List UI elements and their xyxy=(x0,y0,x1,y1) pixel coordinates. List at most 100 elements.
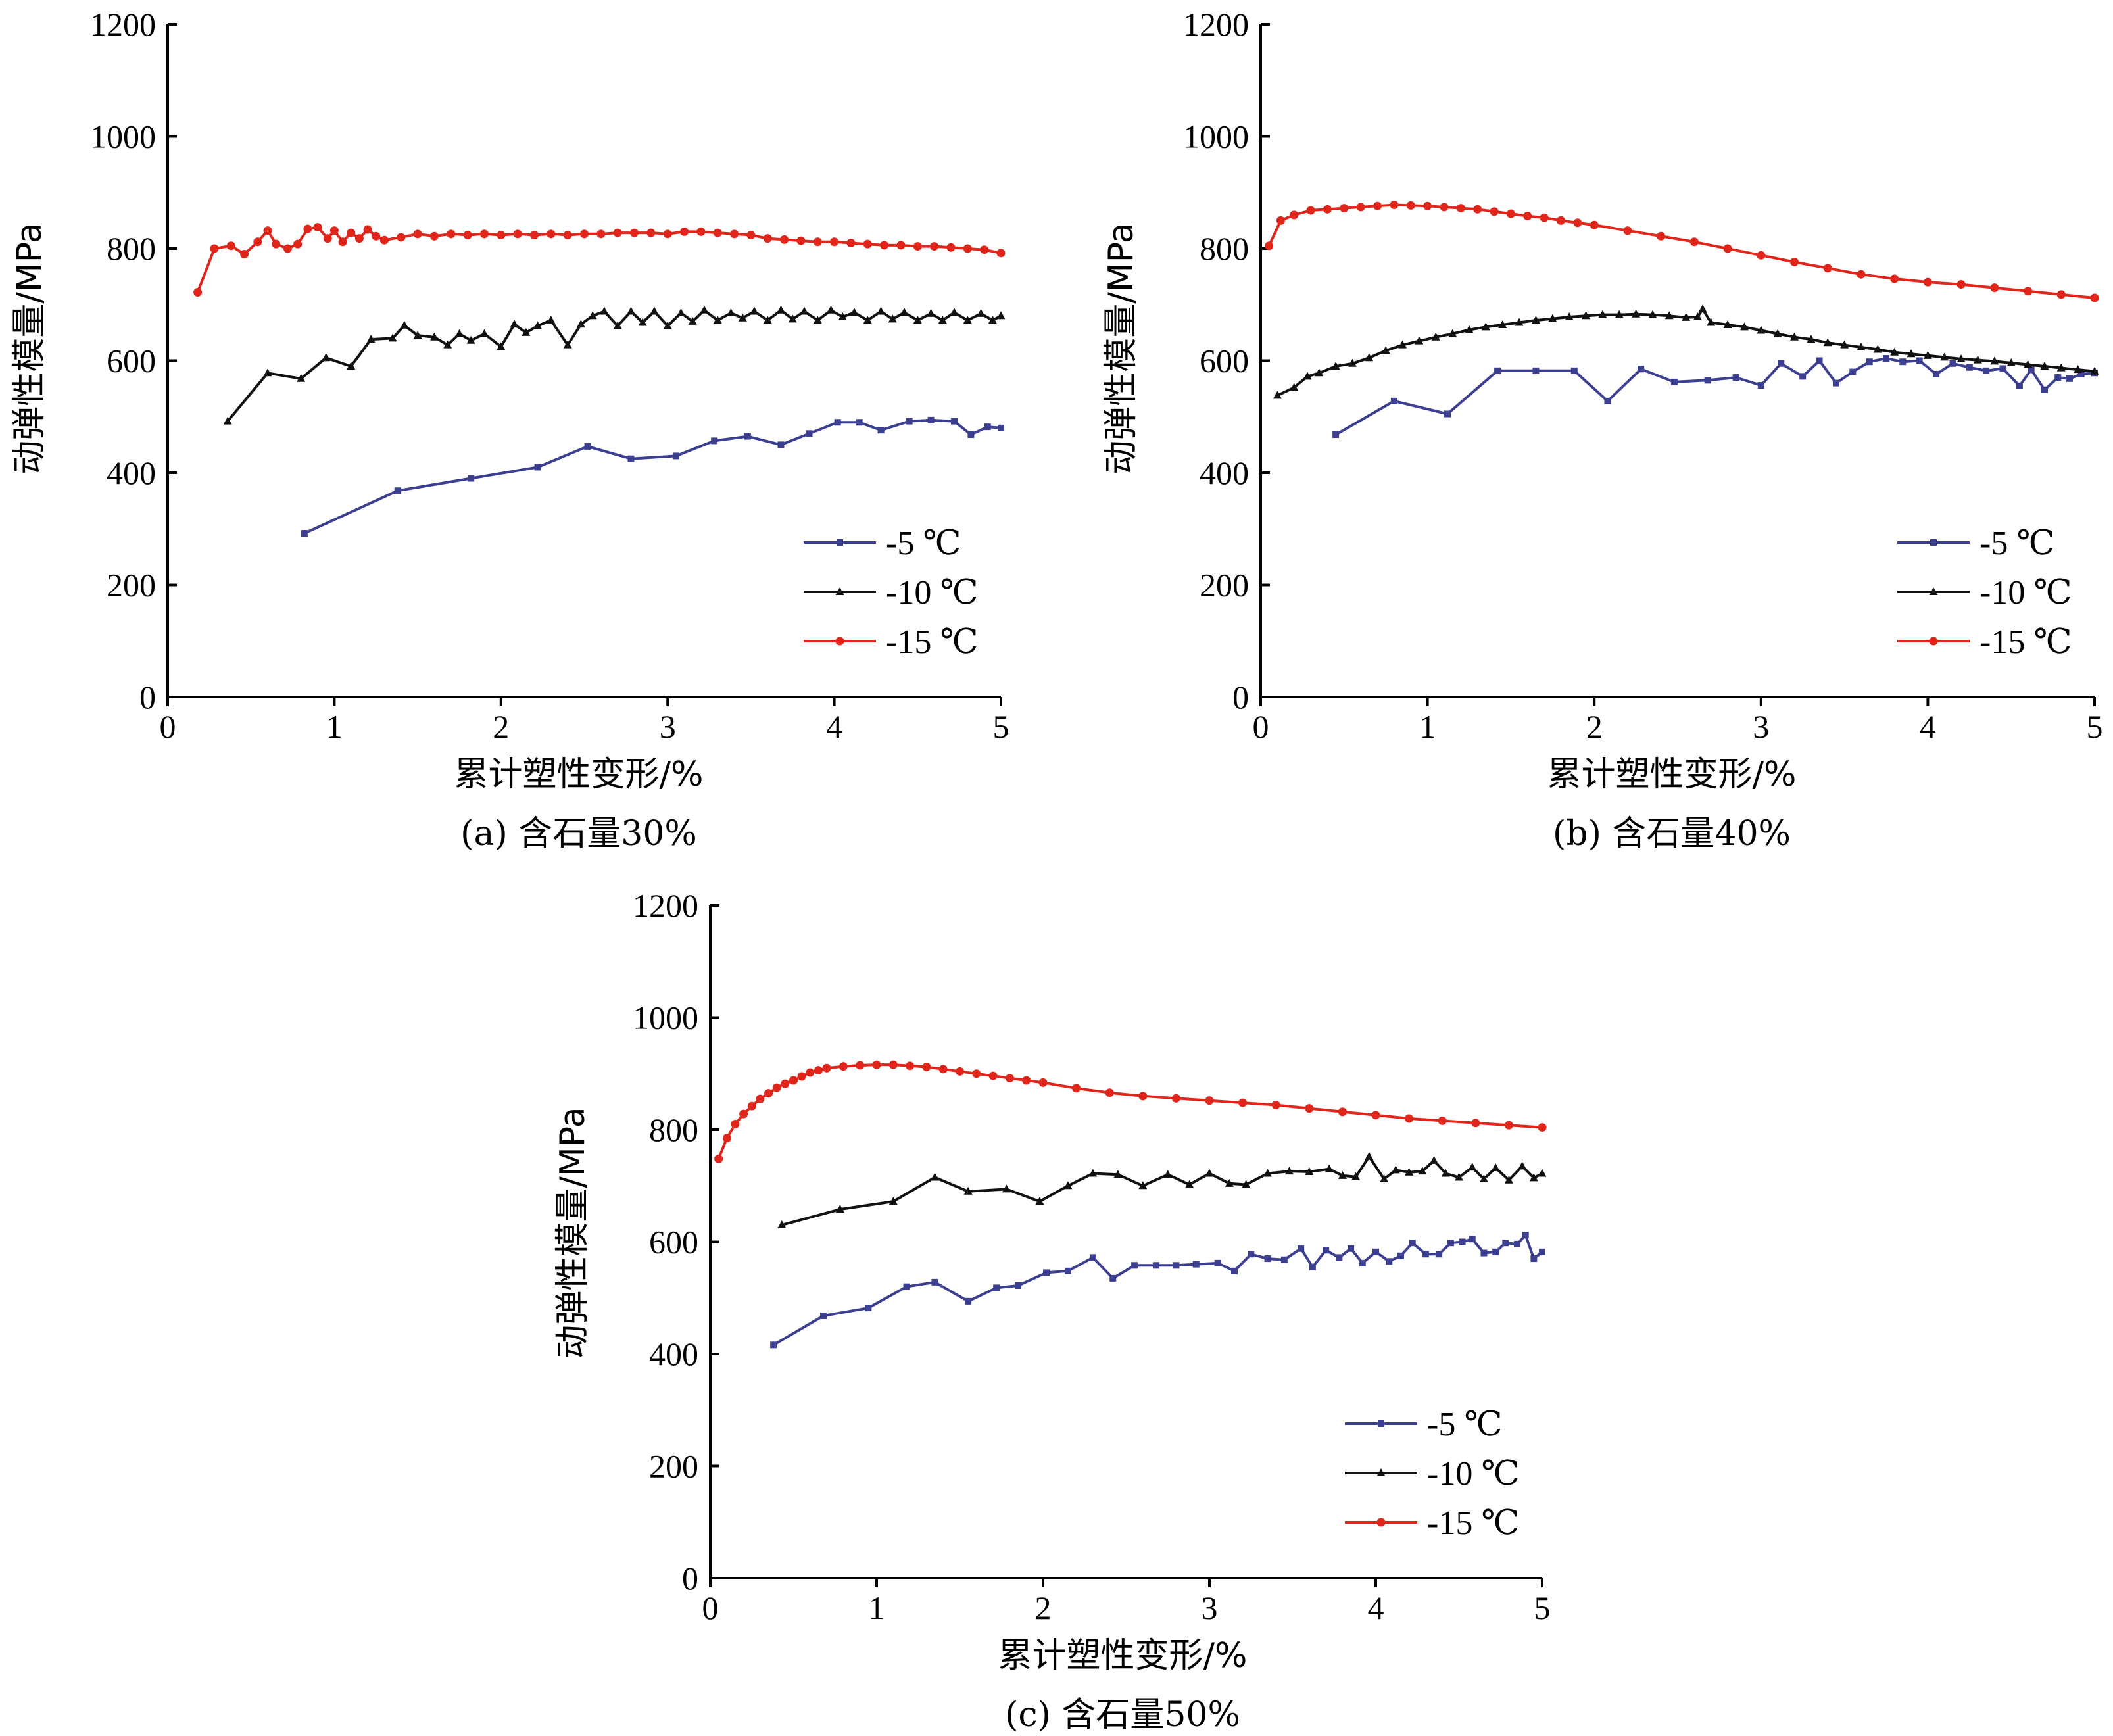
data-point xyxy=(529,231,539,240)
data-point xyxy=(1704,377,1711,384)
data-point xyxy=(1323,1247,1330,1254)
data-point xyxy=(2041,386,2048,393)
data-point xyxy=(1105,1088,1114,1097)
panel-a-series-1 xyxy=(223,305,1006,425)
data-point xyxy=(927,308,936,317)
data-point xyxy=(372,231,381,241)
data-point xyxy=(388,333,397,342)
y-tick-label: 800 xyxy=(1200,230,1249,267)
panel-a-xlabel: 累计塑性变形/% xyxy=(454,755,704,794)
data-point xyxy=(1305,1167,1314,1175)
data-point xyxy=(1290,383,1299,391)
data-point xyxy=(563,340,572,349)
data-point xyxy=(1309,1263,1316,1270)
data-point xyxy=(1131,1262,1138,1269)
y-tick-label: 1000 xyxy=(633,1000,698,1036)
data-point xyxy=(1372,1248,1379,1255)
legend-label: -10 ℃ xyxy=(1427,1455,1520,1493)
data-point xyxy=(513,229,522,239)
series-line xyxy=(226,308,1002,422)
data-point xyxy=(1471,1119,1480,1128)
data-point xyxy=(1398,340,1407,349)
data-point xyxy=(1615,310,1624,318)
data-point xyxy=(1331,362,1340,370)
legend-marker xyxy=(837,539,843,546)
data-point xyxy=(2056,290,2066,299)
panel-a-plot: 0 200 400 600 800 1000 1200 0 1 2 3 4 5 -5 ℃ -10 ℃ -15 … xyxy=(90,6,1009,745)
data-point xyxy=(977,308,986,317)
data-point xyxy=(1638,366,1645,373)
legend-marker xyxy=(1378,1420,1384,1427)
data-point xyxy=(676,308,685,317)
data-point xyxy=(226,241,235,251)
data-point xyxy=(1359,1259,1366,1266)
data-point xyxy=(906,418,913,425)
data-point xyxy=(965,1297,972,1305)
data-point xyxy=(1440,203,1449,212)
data-point xyxy=(984,423,991,431)
data-point xyxy=(627,455,635,462)
data-point xyxy=(756,1094,765,1103)
data-point xyxy=(2024,360,2033,368)
data-point xyxy=(1632,309,1641,318)
data-point xyxy=(1732,374,1739,381)
data-point xyxy=(1469,1236,1476,1243)
data-point xyxy=(1230,1267,1238,1274)
data-point xyxy=(1238,1098,1248,1107)
data-point xyxy=(988,316,997,324)
y-tick-label: 0 xyxy=(139,679,156,715)
data-point xyxy=(463,231,472,240)
data-point xyxy=(951,418,958,425)
data-point xyxy=(1276,216,1285,225)
data-point xyxy=(1265,241,1274,251)
panel-b-series-0 xyxy=(1332,355,2098,439)
data-point xyxy=(626,306,635,315)
data-point xyxy=(744,433,751,440)
data-point xyxy=(1890,347,1899,356)
data-point xyxy=(903,1283,910,1290)
data-point xyxy=(1494,367,1501,374)
data-point xyxy=(1205,1169,1214,1177)
x-tick-label: 2 xyxy=(493,708,509,745)
data-point xyxy=(1757,326,1766,334)
data-point xyxy=(1840,340,1849,349)
data-point xyxy=(777,305,786,314)
data-point xyxy=(877,427,885,434)
data-point xyxy=(1682,312,1691,321)
panel-c-series-1 xyxy=(777,1151,1547,1228)
data-point xyxy=(967,431,975,439)
panel-c-xlabel: 累计塑性变形/% xyxy=(998,1636,1248,1676)
data-point xyxy=(1365,353,1374,362)
data-point xyxy=(1438,1116,1447,1125)
data-point xyxy=(1171,1094,1180,1103)
data-point xyxy=(1907,349,1916,358)
data-point xyxy=(1113,1170,1123,1178)
data-point xyxy=(253,237,262,247)
data-point xyxy=(1807,335,1816,343)
data-point xyxy=(993,1284,1000,1291)
data-point xyxy=(1480,1249,1488,1257)
data-point xyxy=(1940,352,1949,361)
y-tick-label: 1200 xyxy=(633,887,698,924)
data-point xyxy=(323,234,332,243)
data-point xyxy=(906,1061,915,1071)
data-point xyxy=(1338,1170,1347,1179)
y-tick-label: 400 xyxy=(649,1336,698,1372)
data-point xyxy=(322,353,331,362)
data-point xyxy=(1523,212,1532,221)
legend-marker xyxy=(1376,1518,1386,1527)
data-point xyxy=(1332,431,1340,439)
data-point xyxy=(1540,213,1549,222)
data-point xyxy=(1693,312,1702,321)
x-tick-label: 5 xyxy=(1534,1589,1551,1626)
data-point xyxy=(1409,1240,1416,1247)
data-point xyxy=(1351,1172,1361,1180)
data-point xyxy=(1890,274,1899,283)
data-point xyxy=(1225,1178,1234,1187)
data-point xyxy=(293,239,303,249)
y-tick-label: 600 xyxy=(649,1224,698,1261)
data-point xyxy=(1570,367,1578,374)
data-point xyxy=(688,316,697,325)
data-point xyxy=(1397,1252,1404,1259)
panel-b-caption: (b) 含石量40% xyxy=(1553,814,1791,854)
